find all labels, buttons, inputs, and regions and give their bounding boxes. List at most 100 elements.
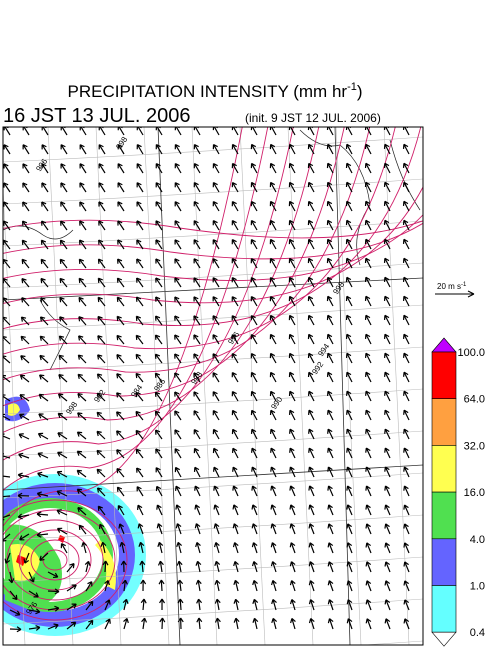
wind-arrow	[250, 409, 258, 421]
meridian	[239, 127, 266, 645]
wind-arrow	[120, 560, 127, 573]
wind-arrow	[155, 429, 163, 440]
wind-arrow	[193, 277, 201, 288]
wind-arrow	[116, 373, 125, 383]
wind-arrow	[231, 258, 239, 269]
wind-arrow	[39, 374, 49, 383]
wind-arrow	[269, 276, 277, 288]
wind-arrow	[177, 598, 184, 611]
wind-arrow	[135, 448, 144, 459]
wind-arrow	[38, 413, 49, 421]
wind-arrow	[28, 571, 35, 583]
wind-arrow	[308, 618, 315, 630]
wind-arrow	[36, 531, 49, 538]
wind-arrow	[3, 433, 11, 440]
wind-arrow	[384, 390, 391, 402]
wind-arrow	[21, 297, 30, 307]
wind-arrow	[402, 200, 410, 212]
wind-arrow	[60, 220, 68, 231]
wind-arrow	[288, 390, 296, 402]
wind-arrow	[403, 409, 410, 421]
wind-arrow	[155, 201, 163, 212]
wind-arrow	[98, 201, 106, 212]
isobar	[3, 509, 116, 611]
isobar	[3, 219, 423, 239]
wind-arrow	[251, 447, 258, 459]
colorbar-segment	[431, 491, 457, 540]
wind-arrow	[47, 623, 59, 630]
wind-arrow	[383, 143, 391, 155]
wind-arrow	[346, 523, 353, 535]
wind-arrow	[384, 580, 391, 592]
wind-arrow	[21, 277, 30, 288]
wind-arrow	[402, 181, 410, 193]
wind-arrow	[326, 219, 334, 231]
wind-arrow	[214, 598, 221, 611]
wind-arrow	[174, 391, 182, 402]
wind-arrow	[81, 541, 88, 554]
wind-arrow	[231, 239, 239, 250]
wind-arrow	[79, 144, 87, 155]
wind-arrow	[193, 239, 201, 250]
wind-arrow	[213, 485, 220, 497]
wind-arrow	[96, 430, 106, 440]
wind-arrow	[194, 523, 201, 535]
isobar	[3, 127, 294, 461]
wind-arrow	[84, 560, 91, 573]
wind-arrow	[383, 276, 391, 288]
colorbar-label: 0.4	[470, 627, 485, 639]
wind-arrow	[3, 220, 11, 231]
wind-arrow	[308, 428, 315, 440]
wind-arrow	[250, 314, 258, 326]
wind-arrow	[307, 238, 315, 250]
wind-arrow	[60, 542, 68, 554]
wind-arrow	[193, 162, 201, 174]
wind-arrow	[269, 181, 277, 193]
wind-arrow	[212, 296, 220, 307]
wind-arrow	[116, 315, 125, 326]
wind-arrow	[154, 372, 163, 383]
wind-arrow	[174, 163, 182, 174]
wind-arrow	[403, 504, 410, 516]
wind-arrow	[155, 467, 163, 478]
wind-arrow	[233, 598, 240, 611]
wind-arrow	[77, 354, 87, 364]
wind-arrow	[37, 452, 49, 459]
wind-arrow	[212, 162, 220, 174]
wind-arrow	[231, 447, 239, 459]
wind-arrow	[123, 617, 129, 630]
wind-arrow	[231, 315, 239, 326]
wind-arrow	[384, 618, 391, 630]
wind-arrow	[289, 580, 296, 592]
wind-arrow	[327, 485, 334, 497]
wind-arrow	[307, 371, 315, 383]
wind-arrow	[119, 541, 126, 554]
wind-arrow	[346, 485, 353, 497]
wind-arrow	[19, 374, 30, 383]
parallel	[3, 514, 423, 541]
wind-arrow	[327, 409, 334, 421]
wind-arrow	[116, 467, 125, 478]
wind-arrow	[346, 561, 353, 573]
wind-arrow	[364, 276, 372, 288]
wind-arrow	[346, 409, 353, 421]
isobar	[3, 127, 269, 491]
wind-arrow	[402, 219, 410, 231]
isobar	[3, 499, 128, 621]
wind-arrow	[231, 200, 239, 212]
wind-arrow	[213, 466, 220, 478]
wind-arrow	[3, 239, 11, 250]
wind-arrow	[383, 295, 391, 307]
meridian	[287, 127, 314, 645]
wind-arrow	[402, 276, 410, 288]
wind-arrow	[364, 352, 372, 364]
wind-arrow	[383, 200, 391, 212]
wind-arrow	[403, 352, 410, 364]
wind-arrow	[403, 618, 410, 630]
wind-arrow	[154, 391, 163, 402]
wind-arrow	[117, 258, 125, 269]
valid-time: 16 JST 13 JUL. 2006	[3, 105, 191, 127]
wind-arrow	[18, 433, 30, 440]
wind-arrow	[383, 181, 391, 193]
wind-arrow	[28, 624, 41, 631]
